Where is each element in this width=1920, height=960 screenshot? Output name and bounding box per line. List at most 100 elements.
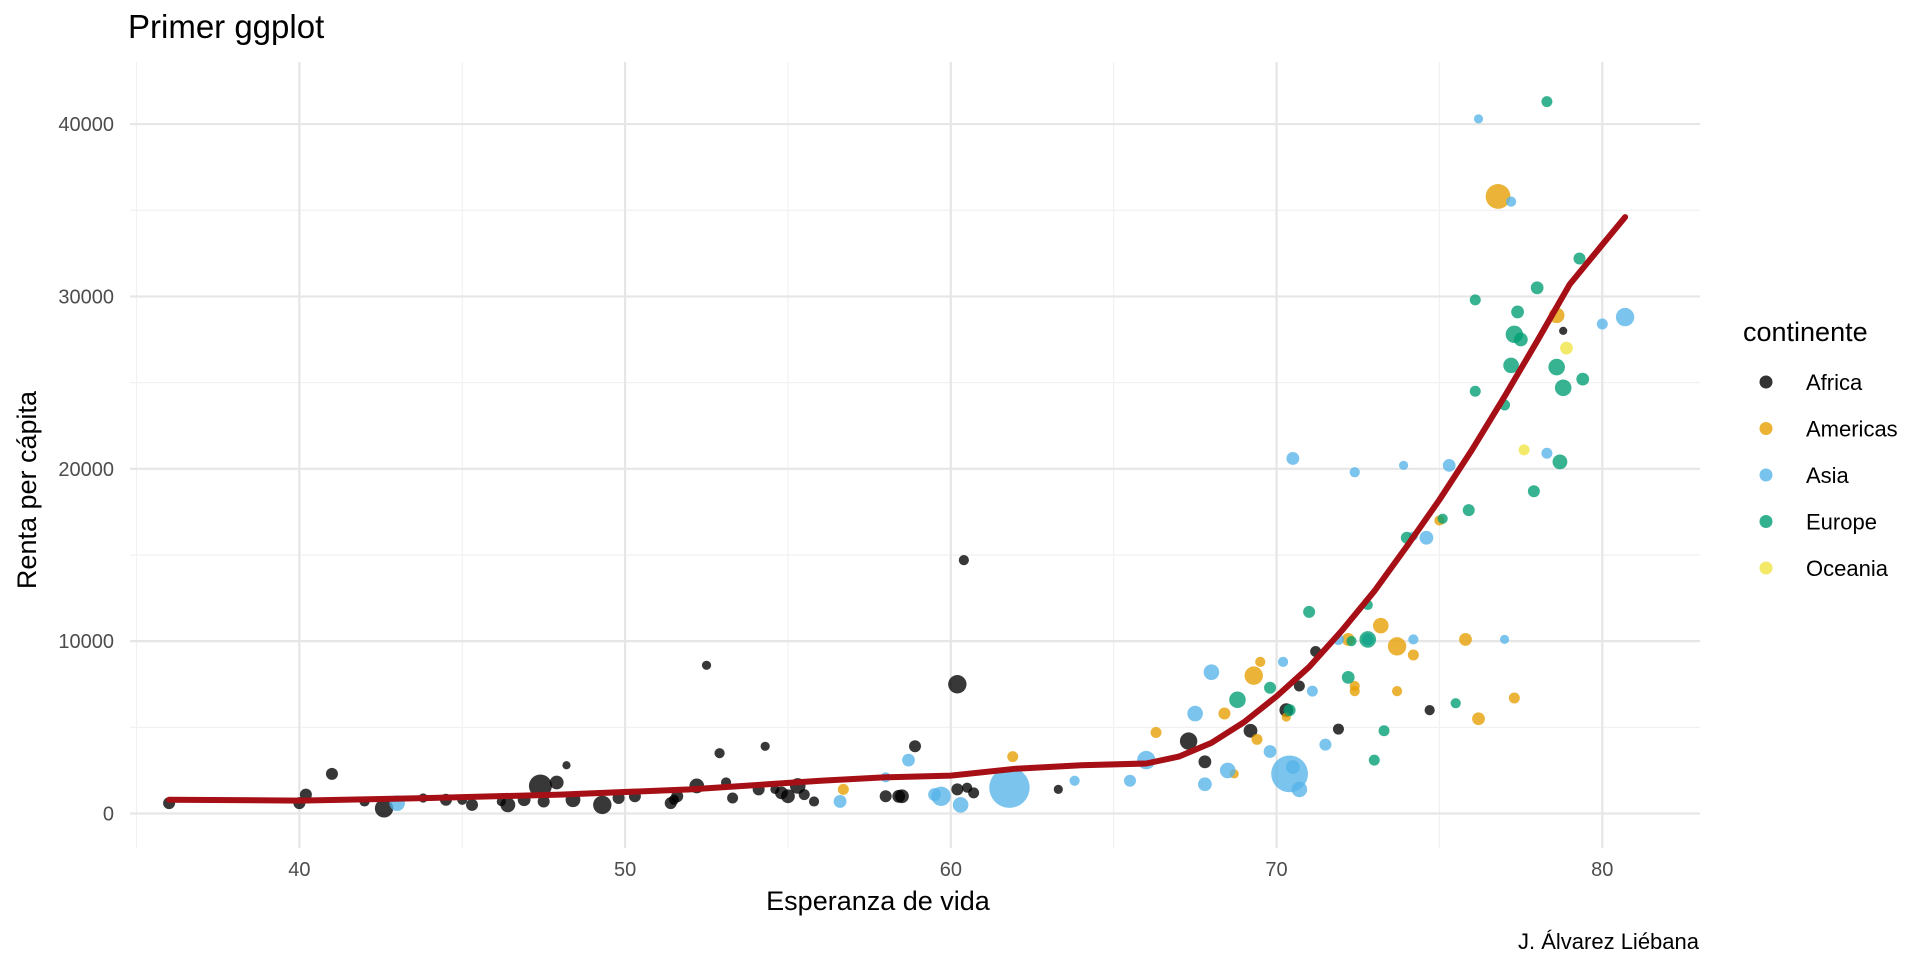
point-europe <box>1503 357 1519 374</box>
point-africa <box>466 798 479 811</box>
point-africa <box>781 789 795 804</box>
point-americas <box>1407 649 1419 661</box>
point-africa <box>1332 723 1344 735</box>
point-africa <box>1293 680 1305 692</box>
point-africa <box>537 795 550 808</box>
point-asia <box>1219 762 1236 779</box>
legend-key-oceania <box>1759 561 1773 575</box>
point-americas <box>1387 637 1407 656</box>
point-europe <box>1264 681 1277 694</box>
point-africa <box>909 740 921 753</box>
legend-label-americas: Americas <box>1806 417 1898 442</box>
data-points <box>163 96 1635 818</box>
point-asia <box>1123 774 1136 787</box>
x-tick-label: 60 <box>940 859 962 881</box>
point-asia <box>1541 447 1553 459</box>
point-africa <box>671 790 684 803</box>
point-asia <box>1319 738 1332 751</box>
legend: continente Africa Americas Asia Europe Ocean… <box>1743 317 1898 581</box>
legend-label-africa: Africa <box>1806 370 1863 395</box>
point-europe <box>1359 631 1377 648</box>
point-asia <box>1069 775 1080 786</box>
point-africa <box>562 761 571 770</box>
point-europe <box>1541 96 1553 108</box>
point-asia <box>989 767 1030 808</box>
point-africa <box>968 787 980 799</box>
point-europe <box>1573 252 1586 265</box>
point-americas <box>1150 727 1162 739</box>
point-asia <box>1473 114 1484 124</box>
point-americas <box>1459 633 1472 646</box>
point-asia <box>1615 307 1635 327</box>
point-europe <box>1469 385 1481 397</box>
chart-title: Primer ggplot <box>128 8 324 45</box>
point-americas <box>1244 666 1263 685</box>
point-africa <box>500 797 516 813</box>
point-asia <box>1505 196 1517 207</box>
legend-key-americas <box>1759 422 1773 435</box>
point-africa <box>948 675 967 694</box>
point-asia <box>1197 777 1212 792</box>
legend-key-asia <box>1759 468 1773 482</box>
point-asia <box>1285 760 1300 774</box>
point-europe <box>1527 485 1540 498</box>
point-africa <box>1424 705 1435 716</box>
point-africa <box>808 796 820 807</box>
point-europe <box>1469 294 1481 306</box>
legend-label-asia: Asia <box>1806 463 1850 488</box>
point-europe <box>1450 698 1461 709</box>
y-tick-label: 40000 <box>58 114 114 136</box>
point-asia <box>1499 634 1510 645</box>
grid <box>130 62 1700 848</box>
point-asia <box>1419 530 1434 545</box>
point-oceania <box>1560 341 1573 355</box>
point-asia <box>1291 781 1308 798</box>
point-asia <box>1408 634 1419 645</box>
point-europe <box>1554 379 1572 397</box>
tick-labels: 40 50 60 70 80 0 10000 20000 30000 40000 <box>58 114 1613 881</box>
point-americas <box>1218 707 1231 720</box>
point-americas <box>1508 692 1520 704</box>
point-asia <box>1277 656 1289 667</box>
x-tick-label: 40 <box>288 859 310 881</box>
point-africa <box>374 799 394 818</box>
point-africa <box>958 555 969 566</box>
point-americas <box>1472 712 1485 726</box>
point-americas <box>1251 733 1263 745</box>
point-europe <box>1368 754 1380 766</box>
point-asia <box>902 753 915 767</box>
point-africa <box>701 660 712 670</box>
point-africa <box>714 748 725 759</box>
y-tick-label: 0 <box>103 804 114 826</box>
point-africa <box>798 789 810 801</box>
point-europe <box>1513 332 1528 347</box>
legend-key-europe <box>1759 515 1773 528</box>
legend-title: continente <box>1743 317 1868 347</box>
x-tick-label: 70 <box>1265 859 1287 881</box>
chart-caption: J. Álvarez Liébana <box>1518 929 1700 954</box>
point-asia <box>931 786 951 806</box>
point-africa <box>895 789 909 804</box>
point-africa <box>879 790 892 803</box>
legend-key-africa <box>1759 375 1773 389</box>
x-tick-label: 80 <box>1591 859 1613 881</box>
point-africa <box>325 767 338 780</box>
point-oceania <box>1518 444 1530 456</box>
point-europe <box>1437 513 1448 524</box>
point-europe <box>1462 504 1475 517</box>
point-europe <box>1548 358 1565 376</box>
point-europe <box>1341 670 1355 684</box>
point-africa <box>1243 723 1258 738</box>
point-asia <box>1349 467 1360 478</box>
point-asia <box>1286 452 1300 465</box>
point-americas <box>1485 184 1511 209</box>
point-europe <box>1511 305 1524 319</box>
point-asia <box>1442 458 1456 472</box>
point-asia <box>1203 664 1220 680</box>
point-americas <box>1372 617 1389 634</box>
point-africa <box>1559 326 1568 335</box>
point-asia <box>1398 460 1409 470</box>
point-americas <box>1255 656 1266 667</box>
point-europe <box>1530 281 1544 295</box>
